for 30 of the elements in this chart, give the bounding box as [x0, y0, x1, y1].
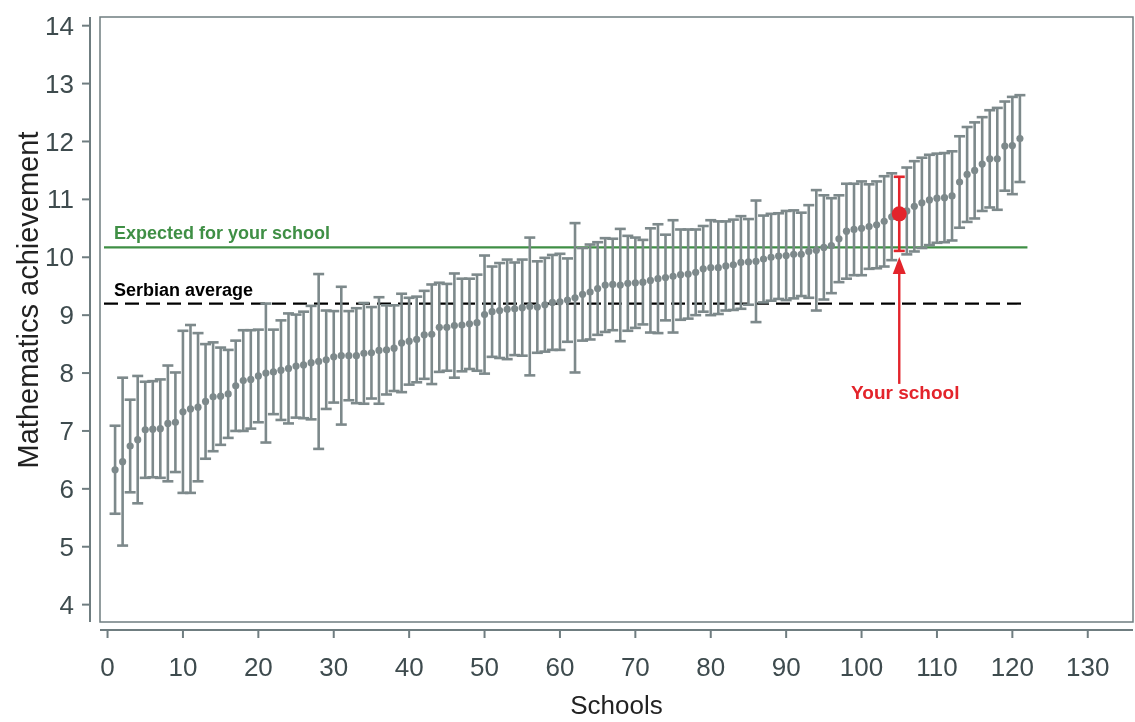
y-tick-label: 10 — [45, 242, 74, 273]
y-tick-label: 14 — [45, 10, 74, 41]
y-tick-label: 7 — [59, 416, 74, 447]
x-tick-label: 40 — [394, 652, 424, 682]
ref-line-label: Serbian average — [114, 279, 254, 300]
y-tick-label: 8 — [59, 358, 74, 389]
x-tick-label: 100 — [839, 652, 884, 682]
ref-line-label: Expected for your school — [114, 223, 331, 244]
x-tick-label: 60 — [545, 652, 575, 682]
x-tick-label: 130 — [1066, 652, 1110, 682]
x-tick-label: 110 — [916, 652, 958, 682]
x-tick-label: 90 — [771, 652, 801, 682]
y-tick-label: 12 — [45, 126, 74, 157]
y-axis-title: Mathematics achievement — [12, 131, 44, 469]
x-tick-label: 20 — [243, 652, 273, 682]
y-tick-label: 5 — [59, 531, 74, 562]
x-tick-label: 120 — [990, 652, 1035, 682]
x-tick-label: 80 — [696, 652, 726, 682]
x-axis-title: Schools — [570, 690, 663, 720]
x-tick-label: 50 — [470, 652, 500, 682]
y-tick-label: 13 — [45, 68, 74, 99]
y-tick-label: 4 — [59, 589, 74, 620]
x-tick-label: 0 — [100, 652, 115, 682]
y-tick-label: 11 — [47, 184, 74, 215]
annotation: Your school — [851, 381, 960, 403]
x-tick-label: 30 — [319, 652, 349, 682]
x-tick-label: 10 — [168, 652, 198, 682]
y-tick-label: 9 — [59, 300, 74, 331]
x-tick-label: 70 — [620, 652, 650, 682]
y-tick-label: 6 — [59, 473, 74, 504]
